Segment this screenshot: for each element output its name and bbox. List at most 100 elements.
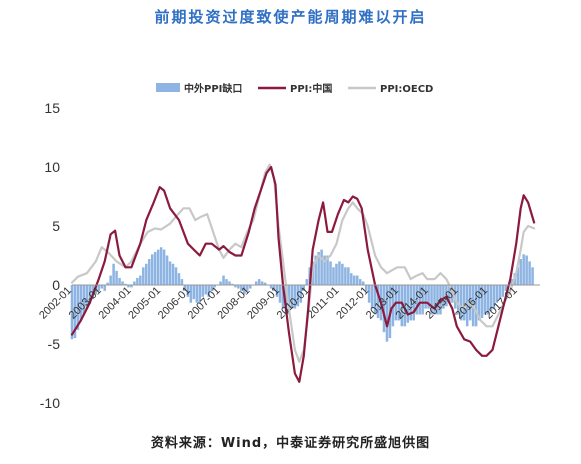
gap-bar — [367, 285, 371, 303]
gap-bar — [332, 267, 335, 285]
gap-bar — [130, 285, 133, 288]
gap-bar — [510, 279, 514, 285]
gap-bar — [347, 267, 350, 285]
gap-bar — [159, 247, 163, 285]
gap-bar — [430, 285, 433, 315]
gap-bar — [237, 285, 240, 289]
gap-bar — [234, 285, 237, 288]
gap-bar — [106, 282, 109, 285]
gap-bar — [165, 255, 169, 285]
gap-bar — [263, 282, 267, 285]
gap-bar — [85, 285, 89, 309]
gap-bar — [358, 279, 362, 285]
gap-bar — [76, 285, 80, 330]
gap-bar — [415, 285, 418, 315]
gap-bar — [326, 255, 329, 285]
gap-bar — [299, 285, 303, 303]
gap-bar — [335, 263, 338, 285]
gap-bar — [305, 279, 309, 285]
gap-bar — [290, 285, 294, 309]
gap-bar — [364, 285, 368, 291]
gap-bar — [198, 285, 202, 303]
gap-bar — [82, 285, 86, 315]
gap-bar — [260, 281, 264, 285]
legend: 中外PPI缺口 PPI:中国 PPI:OECD — [156, 82, 433, 95]
gap-bar — [314, 255, 317, 285]
gap-bar — [156, 249, 160, 285]
gap-bar — [427, 285, 430, 309]
y-tick-label: -10 — [40, 395, 60, 411]
gap-bar — [320, 249, 323, 285]
gap-bar — [225, 279, 228, 285]
gap-bar — [269, 285, 273, 289]
gap-bar — [174, 267, 178, 285]
gap-bar — [189, 285, 193, 303]
gap-bar — [483, 285, 487, 315]
y-tick-label: 10 — [44, 159, 60, 175]
gap-bar — [462, 285, 466, 321]
gap-bar — [180, 279, 184, 285]
gap-bar — [88, 285, 92, 304]
gap-bar — [183, 285, 187, 291]
gap-bar — [522, 254, 525, 285]
gap-bar — [254, 281, 258, 285]
gap-bar — [257, 279, 261, 285]
gap-bar — [272, 285, 276, 291]
gap-bar — [480, 285, 484, 319]
gap-bar — [525, 255, 528, 285]
gap-bar — [504, 285, 508, 291]
legend-label-oecd: PPI:OECD — [380, 84, 433, 95]
gap-bar — [79, 285, 83, 321]
gap-bar — [201, 285, 205, 297]
oecd-line — [70, 163, 536, 363]
y-tick-label: 15 — [44, 100, 60, 116]
gap-bar — [421, 285, 424, 315]
gap-bar — [246, 285, 249, 291]
gap-bar — [70, 285, 74, 340]
gap-bar — [418, 285, 421, 315]
gap-bar — [373, 285, 377, 315]
gap-bar — [153, 251, 157, 285]
gap-bar — [501, 285, 505, 297]
gap-bar — [127, 285, 130, 288]
gap-bar — [498, 285, 502, 300]
gap-bar — [409, 285, 413, 321]
gap-bar — [412, 285, 415, 321]
gap-bar — [222, 275, 225, 285]
gap-bar — [168, 261, 172, 285]
gap-bar — [528, 261, 531, 285]
y-tick-label: -5 — [48, 336, 61, 352]
chart-title: 前期投资过度致使产能周期难以开启 — [154, 8, 427, 26]
x-axis: 2002-012003-012004-012005-012006-012007-… — [37, 285, 520, 322]
y-tick-label: 5 — [52, 218, 60, 234]
gap-bar — [350, 273, 353, 285]
gap-bar — [406, 285, 410, 323]
gap-bar — [109, 275, 112, 285]
y-axis: 15 10 5 0 -5 -10 — [40, 100, 60, 411]
gap-bar — [112, 263, 115, 285]
chart-svg: 中外PPI缺口 PPI:中国 PPI:OECD 15 10 5 0 -5 -10 2002-0… — [37, 82, 540, 411]
gap-bar — [317, 251, 320, 285]
gap-bar — [139, 275, 142, 285]
gap-bar — [296, 285, 300, 307]
gap-bar — [278, 285, 282, 303]
gap-bar — [219, 281, 222, 285]
gap-bar — [133, 281, 136, 285]
gap-bar — [177, 273, 181, 285]
gap-bar — [287, 285, 291, 315]
gap-bar — [403, 285, 407, 327]
gap-bar — [100, 285, 103, 289]
gap-bar — [442, 285, 445, 309]
gap-bar — [73, 285, 77, 339]
gap-bar — [519, 259, 522, 285]
gap-bar — [400, 285, 404, 327]
source-note: 资料来源：Wind，中泰证券研究所盛旭供图 — [150, 436, 431, 451]
gap-bar — [210, 285, 213, 291]
gap-bar — [353, 275, 356, 285]
gap-bar — [329, 261, 332, 285]
gap-bar — [382, 285, 386, 333]
gap-bar — [147, 259, 151, 285]
gap-bar — [204, 285, 207, 295]
gap-bar — [477, 285, 481, 321]
gap-bar — [118, 277, 121, 285]
